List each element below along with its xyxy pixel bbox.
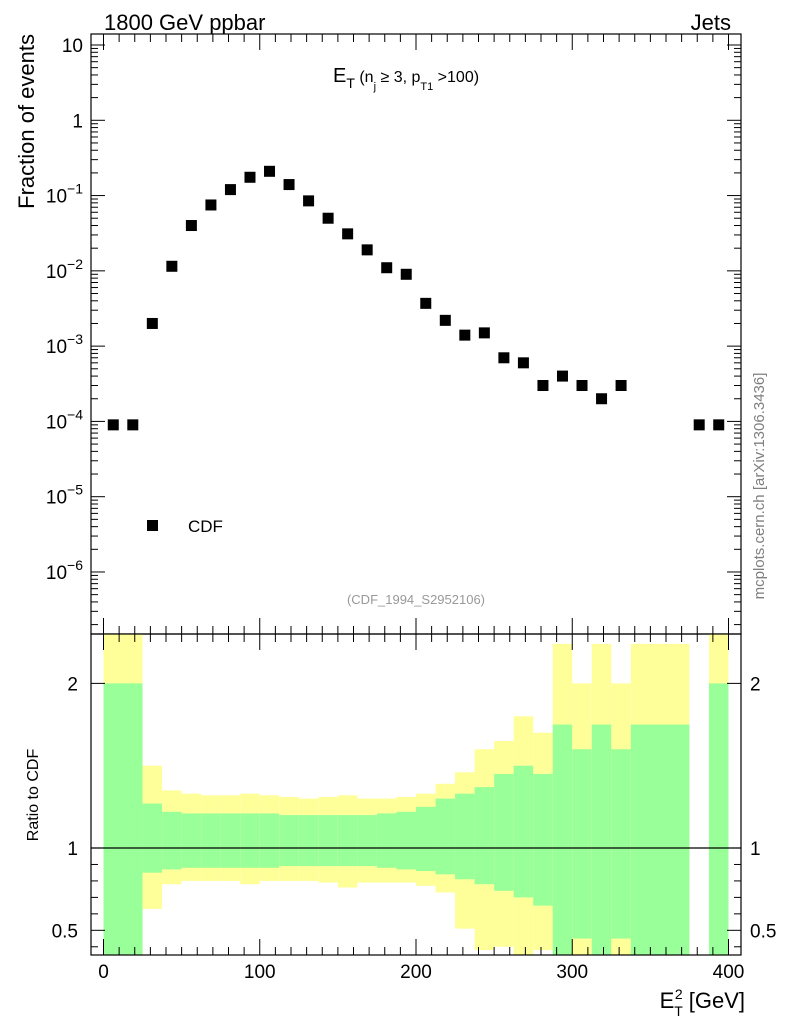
plot-header-left: 1800 GeV ppbar xyxy=(104,10,265,35)
x-tick-label: 100 xyxy=(244,962,276,983)
ratio-y-tick-label-right: 1 xyxy=(750,839,761,860)
x-tick-label: 300 xyxy=(556,962,588,983)
legend-label-cdf: CDF xyxy=(188,517,223,536)
data-point xyxy=(615,379,627,391)
main-y-axis: 10 1 10−1 10−2 10−3 10−4 10−5 10−6 xyxy=(46,36,741,626)
ratio-panel: 2 2 1 1 0.5 0.5 0 100 200 300 400 Ratio to CDF ET… xyxy=(25,633,776,1019)
ratio-y-tick-label: 2 xyxy=(67,674,78,695)
main-y-tick-label: 10−2 xyxy=(46,256,83,283)
data-point xyxy=(537,379,549,391)
ratio-y-axis-label: Ratio to CDF xyxy=(25,749,42,842)
main-y-tick-label: 10−1 xyxy=(46,181,83,208)
data-point xyxy=(400,268,412,280)
data-point xyxy=(420,297,432,309)
plot-header-right: Jets xyxy=(691,10,731,35)
x-axis-label: ET2 [GeV] xyxy=(660,986,745,1019)
main-y-tick-label: 10−3 xyxy=(46,331,83,358)
ratio-inner-band xyxy=(220,813,241,868)
data-point xyxy=(127,419,139,431)
ratio-inner-band xyxy=(435,798,456,875)
main-x-ticks xyxy=(103,34,729,634)
data-point xyxy=(342,228,354,240)
x-tick-label: 0 xyxy=(98,962,109,983)
ratio-y-tick-label: 0.5 xyxy=(52,921,78,942)
data-point xyxy=(381,262,393,274)
main-panel-frame xyxy=(90,33,742,635)
ratio-inner-band xyxy=(279,815,299,867)
cdf-data-points xyxy=(107,165,725,431)
watermark: mcplots.cern.ch [arXiv:1306.3436] xyxy=(751,373,768,600)
ratio-y-tick-label-right: 0.5 xyxy=(750,921,776,942)
ratio-inner-band xyxy=(240,813,260,868)
ratio-inner-band xyxy=(396,811,416,870)
ratio-y-tick-label: 1 xyxy=(67,839,78,860)
data-point xyxy=(244,171,256,183)
x-tick-label: 400 xyxy=(713,962,745,983)
main-y-tick-label: 10−6 xyxy=(46,557,83,584)
ratio-inner-band xyxy=(142,803,163,873)
ratio-inner-band xyxy=(376,813,397,868)
ratio-inner-band xyxy=(591,724,612,955)
ratio-bands xyxy=(103,634,729,955)
main-panel-title: ET (nj ≥ 3, pT1 >100) xyxy=(333,65,479,93)
ratio-inner-band xyxy=(552,724,573,955)
ratio-inner-band xyxy=(318,815,338,867)
ratio-inner-band xyxy=(298,815,319,867)
data-point xyxy=(498,352,510,364)
ratio-inner-band xyxy=(474,787,495,885)
data-point xyxy=(576,379,588,391)
data-point xyxy=(146,317,158,329)
ratio-inner-band xyxy=(181,813,202,868)
data-point xyxy=(478,327,490,339)
main-panel: 10 1 10−1 10−2 10−3 10−4 10−5 10−6 ET (nj ≥ 3, … xyxy=(14,33,742,635)
ratio-inner-band xyxy=(162,811,182,870)
main-y-tick-label: 10−5 xyxy=(46,482,83,509)
ratio-inner-band xyxy=(611,749,631,939)
data-point xyxy=(205,199,217,211)
data-point xyxy=(439,314,451,326)
analysis-id-annotation: (CDF_1994_S2952106) xyxy=(347,592,485,607)
ratio-y-tick-label-right: 2 xyxy=(750,674,761,695)
x-tick-label: 200 xyxy=(400,962,432,983)
ratio-inner-band xyxy=(533,773,553,906)
data-point xyxy=(264,165,276,177)
ratio-inner-band xyxy=(201,813,221,868)
data-point xyxy=(224,184,236,196)
ratio-inner-band xyxy=(513,765,534,898)
main-y-axis-label: Fraction of events xyxy=(14,34,39,209)
ratio-inner-band xyxy=(357,815,377,867)
ratio-inner-band xyxy=(708,683,729,955)
data-point xyxy=(107,419,119,431)
main-y-tick-label: 10 xyxy=(62,36,83,57)
legend-marker xyxy=(147,520,158,531)
data-point xyxy=(322,212,334,224)
ratio-inner-band xyxy=(494,773,514,891)
data-point xyxy=(361,244,373,256)
data-point xyxy=(459,329,471,341)
ratio-inner-band xyxy=(572,749,592,939)
ratio-inner-band xyxy=(630,724,690,955)
main-y-tick-label: 10−4 xyxy=(46,406,83,433)
ratio-inner-band xyxy=(416,806,436,872)
data-point xyxy=(185,220,197,232)
ratio-y-axis: 2 2 1 1 0.5 0.5 xyxy=(52,674,776,948)
ratio-inner-band xyxy=(455,793,475,880)
x-axis: 0 100 200 300 400 xyxy=(98,634,744,983)
data-point xyxy=(556,370,568,382)
ratio-inner-band xyxy=(337,815,358,867)
data-point xyxy=(596,393,608,405)
data-point xyxy=(693,419,705,431)
ratio-inner-band xyxy=(103,683,124,955)
data-point xyxy=(303,195,315,207)
ratio-inner-band xyxy=(259,813,280,868)
data-point xyxy=(713,419,725,431)
data-point xyxy=(283,179,295,191)
data-point xyxy=(166,260,178,272)
legend: CDF xyxy=(147,517,223,536)
main-y-tick-label: 1 xyxy=(72,111,83,132)
data-point xyxy=(517,357,529,369)
ratio-inner-band xyxy=(123,683,143,955)
